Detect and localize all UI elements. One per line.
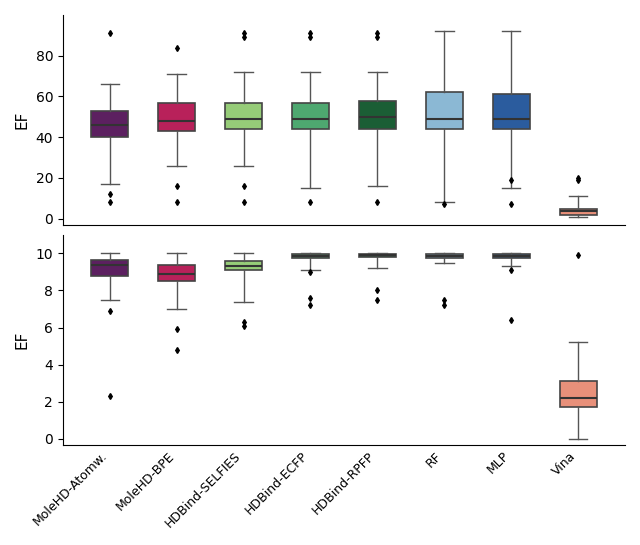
Y-axis label: EF: EF — [15, 330, 30, 349]
PathPatch shape — [560, 382, 596, 408]
PathPatch shape — [292, 254, 329, 258]
PathPatch shape — [560, 209, 596, 215]
PathPatch shape — [426, 254, 463, 258]
PathPatch shape — [292, 102, 329, 129]
PathPatch shape — [158, 265, 195, 281]
PathPatch shape — [493, 94, 530, 129]
Y-axis label: EF: EF — [15, 111, 30, 129]
PathPatch shape — [225, 261, 262, 270]
PathPatch shape — [426, 93, 463, 129]
PathPatch shape — [92, 111, 128, 137]
PathPatch shape — [158, 102, 195, 131]
PathPatch shape — [359, 254, 396, 257]
PathPatch shape — [359, 101, 396, 129]
PathPatch shape — [493, 254, 530, 258]
PathPatch shape — [92, 260, 128, 276]
PathPatch shape — [225, 102, 262, 129]
